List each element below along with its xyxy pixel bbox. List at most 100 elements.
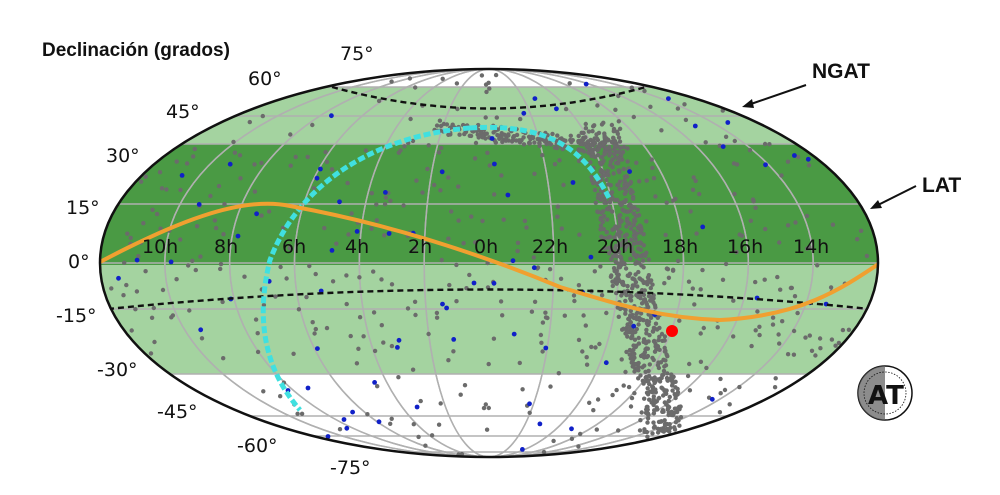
- source-point: [312, 331, 317, 336]
- source-point: [687, 361, 692, 367]
- source-point: [138, 179, 144, 184]
- source-point: [374, 202, 379, 207]
- source-point: [616, 135, 622, 140]
- source-point: [543, 315, 549, 320]
- source-point: [773, 376, 778, 381]
- source-point: [434, 310, 440, 316]
- source-point: [222, 201, 227, 207]
- source-point: [457, 132, 462, 137]
- source-point: [592, 269, 597, 274]
- source-point: [666, 96, 671, 101]
- source-point: [652, 349, 658, 354]
- source-point: [649, 400, 654, 405]
- source-point: [444, 305, 449, 311]
- source-point: [646, 257, 651, 262]
- source-point: [354, 361, 360, 366]
- source-point: [278, 394, 283, 399]
- source-point: [609, 248, 614, 253]
- source-point: [349, 211, 354, 216]
- source-point: [447, 132, 452, 137]
- source-point: [737, 232, 742, 237]
- dec-label: 45°: [166, 101, 200, 123]
- source-point: [288, 163, 293, 168]
- source-point: [346, 232, 351, 237]
- source-point: [640, 365, 645, 370]
- source-point: [329, 113, 334, 119]
- source-point: [531, 255, 536, 260]
- source-point: [775, 274, 780, 280]
- source-point: [672, 427, 678, 432]
- source-point: [526, 134, 532, 139]
- ra-label: 0h: [474, 236, 498, 258]
- source-point: [633, 280, 639, 285]
- source-point: [608, 183, 613, 188]
- source-point: [624, 232, 629, 237]
- source-point: [495, 132, 500, 138]
- source-point: [667, 394, 672, 400]
- source-point: [630, 364, 635, 369]
- source-point: [446, 358, 451, 363]
- source-point: [179, 173, 185, 178]
- source-point: [656, 337, 661, 343]
- source-point: [614, 387, 619, 393]
- source-point: [315, 346, 320, 351]
- source-point: [178, 237, 183, 242]
- source-point: [562, 313, 567, 318]
- source-point: [621, 208, 627, 214]
- source-point: [379, 277, 384, 282]
- source-point: [631, 241, 636, 246]
- source-point: [192, 146, 197, 152]
- ra-label: 8h: [214, 236, 238, 258]
- source-point: [654, 405, 659, 410]
- source-point: [485, 150, 490, 155]
- source-point: [371, 269, 376, 274]
- source-point: [611, 126, 617, 132]
- source-point: [509, 139, 515, 144]
- source-point: [436, 150, 442, 155]
- source-point: [501, 217, 506, 222]
- source-point: [613, 224, 618, 229]
- source-point: [280, 225, 286, 231]
- source-point: [216, 183, 222, 189]
- dec-label: -30°: [97, 359, 138, 381]
- source-point: [725, 120, 731, 125]
- source-point: [621, 166, 626, 172]
- source-point: [652, 375, 657, 380]
- source-point: [620, 327, 625, 332]
- source-point: [651, 425, 657, 430]
- source-point: [401, 203, 406, 208]
- source-point: [635, 366, 641, 371]
- source-point: [703, 140, 708, 145]
- source-point: [423, 443, 428, 448]
- source-point: [548, 384, 553, 389]
- source-point: [609, 122, 615, 128]
- source-point: [128, 235, 133, 241]
- source-point: [635, 284, 640, 289]
- source-point: [633, 272, 638, 277]
- source-point: [323, 149, 328, 155]
- source-point: [686, 279, 692, 284]
- source-point: [836, 340, 842, 346]
- source-point: [632, 391, 637, 396]
- source-point: [628, 190, 634, 196]
- source-point: [556, 371, 561, 376]
- source-point: [329, 167, 335, 172]
- source-point: [451, 349, 456, 354]
- source-point: [583, 126, 589, 131]
- ra-label: 16h: [727, 236, 763, 258]
- source-point: [483, 82, 489, 87]
- source-point: [687, 388, 693, 393]
- source-point: [310, 320, 315, 325]
- ra-label: 14h: [793, 236, 829, 258]
- source-point: [429, 433, 435, 438]
- source-point: [538, 332, 544, 338]
- source-point: [609, 257, 614, 262]
- source-point: [651, 339, 657, 344]
- source-point: [208, 193, 213, 199]
- source-point: [540, 153, 545, 158]
- source-point: [437, 118, 443, 123]
- source-point: [591, 408, 596, 413]
- source-point: [612, 151, 617, 157]
- source-point: [455, 106, 460, 112]
- source-point: [651, 394, 656, 399]
